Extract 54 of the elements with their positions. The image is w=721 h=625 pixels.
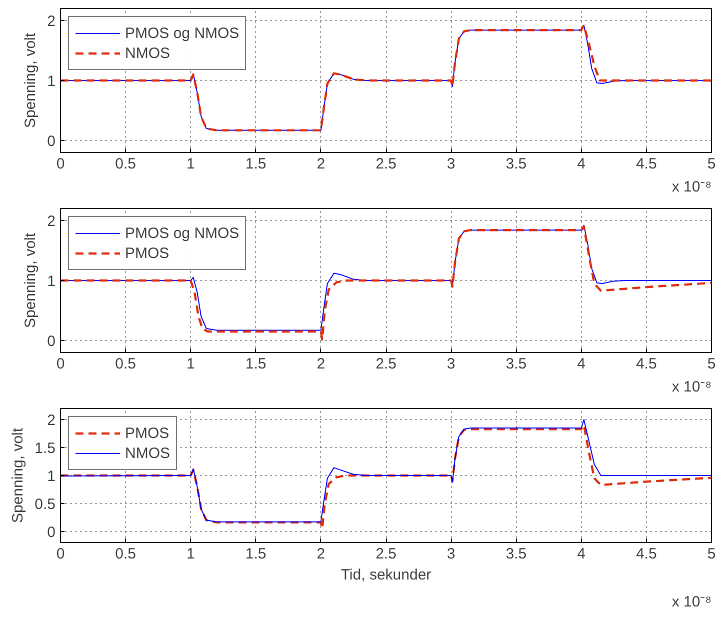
x-tick-label: 2 (316, 546, 326, 562)
legend-label: NMOS (125, 44, 170, 62)
x-tick-label: 5 (707, 546, 716, 562)
legend-label: NMOS (125, 444, 170, 462)
text: x 10⁻⁸ (672, 178, 712, 196)
y-axis-title: Spenning, volt (22, 232, 40, 328)
x-tick-label: 4.5 (636, 356, 657, 372)
text: x 10⁻⁸ (672, 594, 712, 610)
y-tick-label: 2 (47, 13, 56, 30)
x-tick-label: 1 (186, 156, 195, 172)
x-tick-label: 3.5 (506, 356, 527, 372)
x-axis-title: Tid, sekunder (340, 566, 432, 584)
y-tick-label: 2 (47, 412, 56, 430)
x-tick-label: 0.5 (115, 356, 136, 372)
x-tick-label: 2 (316, 156, 326, 172)
y-axis-title: Spenning, volt (10, 427, 27, 524)
x-tick-label: 1.5 (245, 546, 266, 562)
x-tick-label: 3 (446, 156, 456, 172)
x-tick-label: 0.5 (115, 546, 136, 562)
y-tick-label: 1.5 (34, 440, 56, 458)
x-tick-label: 5 (707, 156, 716, 172)
x-tick-label: 1.5 (245, 356, 266, 372)
x-tick-label: 2 (316, 356, 326, 372)
y-tick-label: 0 (47, 333, 56, 350)
legend-label: PMOS (125, 244, 170, 262)
y-axis-title: Spenning, volt (22, 32, 40, 128)
y-tick-label: 0.5 (34, 496, 56, 513)
x-tick-label: 5 (707, 356, 716, 372)
y-tick-label: 2 (47, 213, 56, 230)
y-tick-label: 0 (47, 133, 56, 150)
x-tick-label: 2.5 (376, 546, 396, 562)
y-tick-label: 1 (47, 73, 56, 90)
x-tick-label: 4 (577, 156, 586, 172)
x-tick-label: 1.5 (245, 156, 266, 172)
x-tick-label: 3.5 (506, 156, 527, 172)
x-tick-label: 1 (186, 356, 195, 372)
x-tick-label: 4 (577, 546, 586, 562)
legend-label: PMOS og NMOS (125, 24, 240, 42)
x-tick-label: 4.5 (636, 156, 657, 172)
legend-label: PMOS og NMOS (125, 224, 240, 242)
x-tick-label: 1 (186, 546, 195, 562)
legend-label: PMOS (125, 424, 170, 442)
x-tick-label: 3.5 (506, 546, 527, 562)
x-tick-label: 0.5 (115, 156, 136, 172)
x-tick-label: 4.5 (636, 546, 657, 562)
text: x 10⁻⁸ (672, 378, 712, 396)
x-tick-label: 3 (446, 356, 456, 372)
x-tick-label: 4 (577, 356, 586, 372)
x-tick-label: 2.5 (376, 156, 396, 172)
x-tick-label: 3 (446, 546, 456, 562)
y-tick-label: 1 (47, 468, 56, 485)
y-tick-label: 0 (47, 524, 56, 541)
x-tick-label: 2.5 (376, 356, 396, 372)
y-tick-label: 1 (47, 273, 56, 290)
